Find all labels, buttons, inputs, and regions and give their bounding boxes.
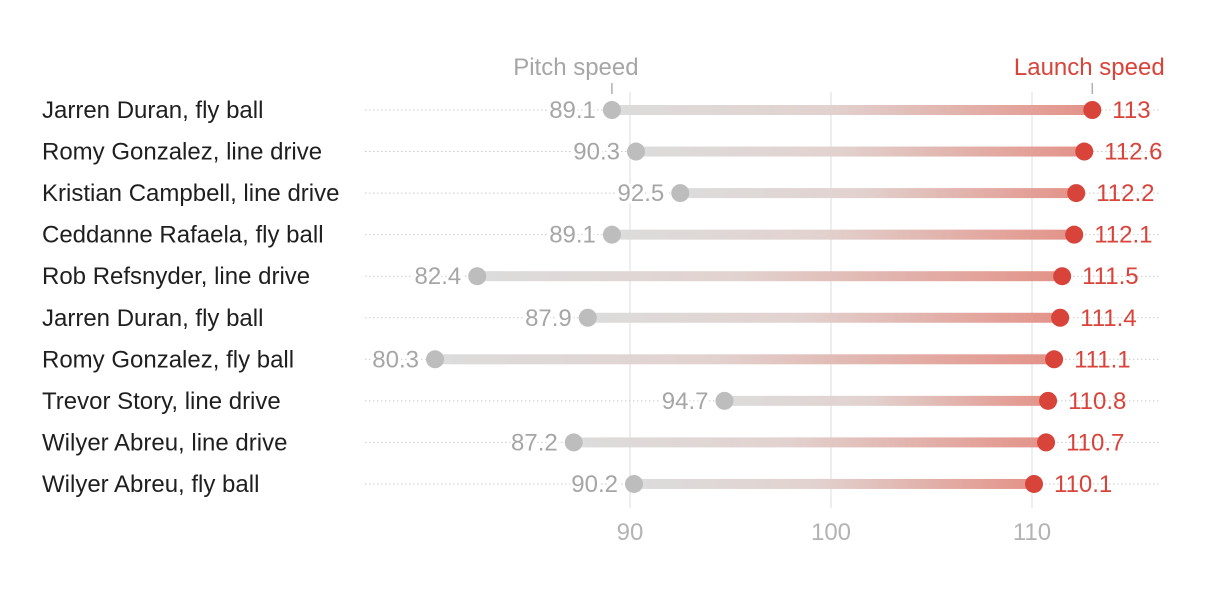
- row-label: Wilyer Abreu, line drive: [42, 429, 287, 456]
- row-label: Romy Gonzalez, fly ball: [42, 346, 294, 373]
- pitch-speed-dot: [715, 391, 734, 410]
- launch-speed-value: 110.7: [1066, 429, 1124, 456]
- row-label: Trevor Story, line drive: [42, 388, 281, 415]
- pitch-speed-value: 87.9: [525, 305, 572, 332]
- legend-layer: Pitch speed Launch speed: [513, 54, 1165, 94]
- pitch-speed-value: 89.1: [549, 222, 596, 249]
- x-tick-label: 110: [1013, 519, 1051, 546]
- speed-gap-bar: [680, 188, 1077, 199]
- launch-speed-value: 111.1: [1074, 346, 1131, 373]
- speed-gap-bar: [587, 312, 1061, 323]
- pitch-speed-value: 90.3: [573, 139, 620, 166]
- legend-pitch-speed: Pitch speed: [513, 54, 638, 81]
- pitch-speed-value: 80.3: [372, 346, 419, 373]
- launch-speed-dot: [1065, 225, 1084, 244]
- chart-row: Trevor Story, line drive 94.7 110.8: [42, 385, 1160, 418]
- launch-speed-dot: [1075, 142, 1094, 161]
- row-label: Romy Gonzalez, line drive: [42, 139, 322, 166]
- pitch-speed-dot: [578, 308, 597, 327]
- chart-row: Jarren Duran, fly ball 89.1 113: [42, 94, 1160, 127]
- launch-speed-dot: [1045, 350, 1064, 369]
- launch-speed-dot: [1067, 184, 1086, 203]
- speed-gap-bar: [724, 395, 1049, 406]
- speed-gap-bar: [477, 271, 1063, 282]
- launch-speed-value: 110.8: [1068, 388, 1126, 415]
- pitch-speed-dot: [468, 267, 487, 286]
- chart-row: Jarren Duran, fly ball 87.9 111.4: [42, 302, 1160, 335]
- x-axis: 90 100 110: [617, 519, 1051, 546]
- pitch-speed-value: 94.7: [662, 388, 709, 415]
- launch-speed-value: 113: [1112, 97, 1150, 124]
- chart-row: Ceddanne Rafaela, fly ball 89.1 112.1: [42, 219, 1160, 252]
- launch-speed-value: 112.6: [1104, 139, 1162, 166]
- pitch-speed-value: 82.4: [415, 263, 462, 290]
- pitch-speed-dot: [426, 350, 445, 369]
- x-tick-label: 100: [811, 519, 851, 546]
- row-label: Jarren Duran, fly ball: [42, 97, 263, 124]
- speed-gap-bar: [636, 146, 1085, 157]
- speed-gap-bar: [573, 437, 1047, 448]
- chart-row: Romy Gonzalez, line drive 90.3 112.6: [42, 136, 1163, 169]
- x-tick-label: 90: [617, 519, 644, 546]
- speed-gap-bar: [634, 478, 1035, 489]
- speed-gap-bar: [435, 354, 1055, 365]
- row-label: Ceddanne Rafaela, fly ball: [42, 222, 324, 249]
- chart-row: Kristian Campbell, line drive 92.5 112.2: [42, 177, 1160, 210]
- launch-speed-dot: [1037, 433, 1056, 452]
- chart-row: Wilyer Abreu, fly ball 90.2 110.1: [42, 468, 1160, 501]
- row-label: Kristian Campbell, line drive: [42, 180, 339, 207]
- pitch-speed-dot: [625, 474, 644, 493]
- speed-gap-bar: [611, 105, 1093, 115]
- launch-speed-value: 112.2: [1096, 180, 1154, 207]
- pitch-speed-value: 87.2: [511, 429, 558, 456]
- launch-speed-value: 111.5: [1082, 263, 1139, 290]
- launch-speed-dot: [1053, 267, 1072, 286]
- rows-layer: Jarren Duran, fly ball 89.1 113 Romy Gonzal…: [42, 94, 1163, 501]
- row-label: Jarren Duran, fly ball: [42, 305, 263, 332]
- row-label: Rob Refsnyder, line drive: [42, 263, 310, 290]
- launch-speed-dot: [1083, 101, 1102, 119]
- pitch-speed-dot: [602, 225, 621, 244]
- launch-speed-value: 112.1: [1094, 222, 1152, 249]
- launch-speed-value: 110.1: [1054, 471, 1112, 498]
- pitch-speed-dot: [602, 101, 621, 119]
- chart-row: Romy Gonzalez, fly ball 80.3 111.1: [42, 343, 1160, 376]
- speed-gap-bar: [611, 229, 1075, 240]
- pitch-speed-dot: [671, 184, 690, 203]
- pitch-speed-dot: [627, 142, 646, 161]
- pitch-speed-dot: [564, 433, 583, 452]
- legend-launch-speed: Launch speed: [1014, 54, 1165, 81]
- chart-row: Rob Refsnyder, line drive 82.4 111.5: [42, 260, 1160, 293]
- pitch-speed-value: 89.1: [549, 97, 596, 124]
- launch-speed-dot: [1025, 474, 1044, 493]
- launch-speed-dot: [1039, 391, 1058, 410]
- launch-speed-dot: [1051, 308, 1070, 327]
- chart-row: Wilyer Abreu, line drive 87.2 110.7: [42, 426, 1160, 459]
- pitch-speed-value: 92.5: [618, 180, 665, 207]
- pitch-speed-value: 90.2: [571, 471, 618, 498]
- row-label: Wilyer Abreu, fly ball: [42, 471, 259, 498]
- launch-speed-value: 111.4: [1080, 305, 1137, 332]
